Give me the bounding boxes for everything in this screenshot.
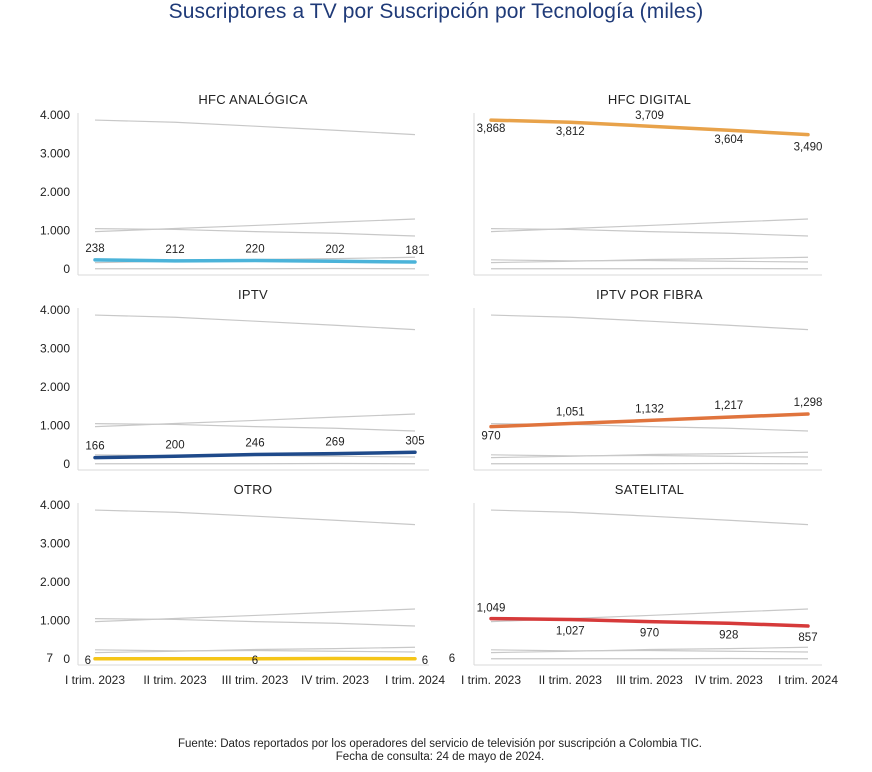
- background-series-line: [490, 454, 809, 458]
- data-label-hfc-analogica: 220: [245, 244, 264, 256]
- data-label-iptv-por-fibra: 1,217: [714, 400, 743, 412]
- y-tick-label: 2.000: [40, 575, 70, 589]
- y-tick-label: 0: [63, 262, 70, 276]
- y-tick-label: 4.000: [40, 498, 70, 512]
- x-tick-label: II trim. 2023: [143, 673, 207, 687]
- data-label-iptv: 246: [245, 438, 264, 450]
- data-label-otro: 6: [252, 655, 258, 667]
- background-series-line: [94, 228, 416, 237]
- y-tick-label: 4.000: [40, 303, 70, 317]
- panel-title-iptv: IPTV: [238, 287, 268, 302]
- data-label-iptv-por-fibra: 1,298: [794, 397, 823, 409]
- series-line-satelital: [489, 616, 810, 628]
- background-series-line: [94, 413, 416, 428]
- y-tick-label: 2.000: [40, 185, 70, 199]
- y-tick-label: 1.000: [40, 224, 70, 238]
- series-line-iptv-por-fibra: [489, 412, 810, 429]
- data-label-hfc-analogica: 181: [405, 245, 424, 257]
- data-label-hfc-digital: 3,709: [635, 110, 664, 122]
- data-label-hfc-digital: 3,604: [714, 134, 743, 146]
- x-tick-label: III trim. 2023: [616, 673, 683, 687]
- footer-date: Fecha de consulta: 24 de mayo de 2024.: [335, 751, 545, 763]
- y-tick-label: 1.000: [40, 614, 70, 628]
- x-tick-label: II trim. 2023: [539, 673, 603, 687]
- data-label-iptv: 269: [325, 437, 344, 449]
- y-tick-label: 0: [63, 652, 70, 666]
- data-label-hfc-analogica: 238: [85, 243, 104, 255]
- background-series-line: [490, 451, 809, 459]
- panel-title-hfc-digital: HFC DIGITAL: [608, 92, 691, 107]
- background-series-line: [490, 256, 809, 264]
- background-series-line: [94, 119, 416, 136]
- data-label-satelital: 1,049: [477, 603, 506, 615]
- background-series-line: [490, 218, 809, 233]
- x-tick-label: IV trim. 2023: [695, 673, 763, 687]
- background-series-line: [94, 608, 416, 623]
- data-label-otro-extra: 6: [449, 653, 455, 665]
- data-label-satelital: 928: [719, 629, 738, 641]
- data-label-otro: 6: [85, 655, 91, 667]
- background-series-line: [94, 646, 416, 654]
- series-line-iptv: [93, 450, 417, 460]
- background-series-line: [490, 259, 809, 263]
- data-label-satelital: 1,027: [556, 625, 585, 637]
- data-label-satelital: 857: [798, 632, 817, 644]
- x-tick-label: I trim. 2024: [385, 673, 445, 687]
- panel-title-satelital: SATELITAL: [615, 482, 684, 497]
- y-tick-label: 4.000: [40, 108, 70, 122]
- panel-title-iptv-por-fibra: IPTV POR FIBRA: [596, 287, 703, 302]
- data-label-iptv-por-fibra: 1,051: [556, 407, 585, 419]
- series-line-hfc-analogica: [93, 258, 417, 264]
- data-label-hfc-digital: 3,868: [477, 123, 506, 135]
- series-line-hfc-digital: [489, 118, 810, 137]
- footer-source: Fuente: Datos reportados por los operado…: [178, 738, 702, 750]
- background-series-line: [490, 649, 809, 653]
- y-tick-label: 0: [63, 457, 70, 471]
- y-tick-label-overlap: 7: [46, 651, 53, 665]
- x-tick-label: I trim. 2023: [65, 673, 125, 687]
- data-label-hfc-analogica: 202: [325, 244, 344, 256]
- data-label-iptv: 200: [165, 439, 184, 451]
- data-label-iptv: 305: [405, 435, 424, 447]
- background-series-line: [94, 423, 416, 432]
- background-series-line: [94, 509, 416, 526]
- background-series-line: [94, 314, 416, 331]
- data-label-hfc-digital: 3,812: [556, 126, 585, 138]
- data-label-otro: 6: [422, 655, 428, 667]
- y-tick-label: 1.000: [40, 419, 70, 433]
- background-series-line: [94, 618, 416, 627]
- x-tick-label: III trim. 2023: [222, 673, 289, 687]
- x-tick-label: I trim. 2024: [778, 673, 838, 687]
- y-tick-label: 2.000: [40, 380, 70, 394]
- x-tick-label: IV trim. 2023: [301, 673, 369, 687]
- y-tick-label: 3.000: [40, 537, 70, 551]
- data-label-hfc-digital: 3,490: [794, 142, 823, 154]
- background-series-line: [94, 218, 416, 233]
- y-tick-label: 3.000: [40, 342, 70, 356]
- data-label-iptv-por-fibra: 970: [481, 431, 500, 443]
- background-series-line: [94, 649, 416, 653]
- panel-title-hfc-analogica: HFC ANALÓGICA: [198, 92, 307, 107]
- background-series-line: [490, 228, 809, 237]
- background-series-line: [490, 509, 809, 526]
- background-series-line: [490, 646, 809, 654]
- chart-title: Suscriptores a TV por Suscripción por Te…: [168, 0, 704, 23]
- y-tick-label: 3.000: [40, 147, 70, 161]
- x-tick-label: I trim. 2023: [461, 673, 521, 687]
- data-label-hfc-analogica: 212: [165, 244, 184, 256]
- data-label-iptv: 166: [85, 441, 104, 453]
- panel-title-otro: OTRO: [234, 482, 273, 497]
- background-series-line: [490, 314, 809, 331]
- data-label-satelital: 970: [640, 628, 659, 640]
- data-label-iptv-por-fibra: 1,132: [635, 403, 664, 415]
